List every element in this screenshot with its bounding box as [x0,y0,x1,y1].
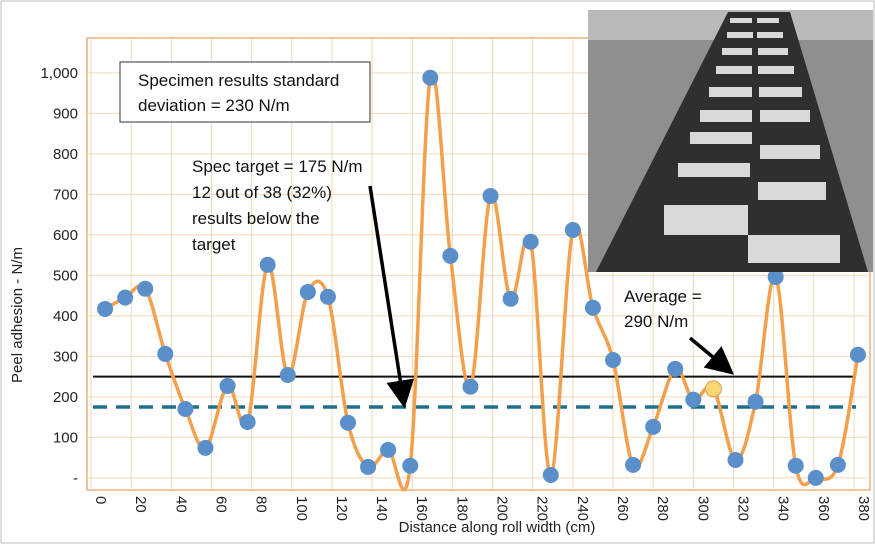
data-point [259,256,276,273]
data-point [564,221,581,238]
data-point [807,469,824,486]
y-tick-label: 800 [53,146,78,163]
y-tick-label: 200 [53,389,78,406]
data-point [157,345,174,362]
data-point [829,456,846,473]
x-tick-label: 380 [855,496,872,521]
x-tick-label: 220 [534,496,551,521]
x-tick-label: 300 [694,496,711,521]
x-tick-label: 80 [253,496,270,513]
x-tick-label: 360 [815,496,832,521]
y-tick-label: 600 [53,227,78,244]
x-tick-label: 100 [293,496,310,521]
x-tick-label: 340 [775,496,792,521]
data-point [787,457,804,474]
data-point [727,452,744,469]
data-point [685,391,702,408]
data-point [299,283,316,300]
x-tick-label: 280 [654,496,671,521]
y-axis-title: Peel adhesion - N/m [9,247,26,383]
data-point [442,247,459,264]
data-point [177,400,194,417]
annotation: results below the [192,209,320,228]
x-tick-label: 260 [614,496,631,521]
data-point [219,377,236,394]
data-point [482,187,499,204]
y-tick-label: 300 [53,348,78,365]
plot [97,69,866,492]
annotation: Specimen results standard [138,71,339,90]
annotation: 290 N/m [624,312,688,331]
data-point [584,299,601,316]
x-axis-title: Distance along roll width (cm) [399,519,596,536]
data-point [605,351,622,368]
data-point [625,456,642,473]
y-tick-label: 700 [53,186,78,203]
arrow [688,336,735,375]
data-point [380,441,397,458]
data-point [542,467,559,484]
data-point [645,418,662,435]
data-point [667,360,684,377]
y-tick-label: 100 [53,429,78,446]
data-point [360,458,377,475]
data-point [747,393,764,410]
data-point [239,413,256,430]
x-tick-label: 160 [413,496,430,521]
y-tick-label: 400 [53,308,78,325]
data-point [117,289,134,306]
data-point [462,378,479,395]
x-tick-label: 140 [373,496,390,521]
x-tick-label: 20 [132,496,149,513]
data-point [704,380,722,398]
y-tick-label: 1,000 [40,65,78,82]
x-tick-label: 60 [212,496,229,513]
data-point [197,439,214,456]
y-tick-label: 500 [53,267,78,284]
annotation: Average = [624,287,702,306]
data-point [319,288,336,305]
data-point [402,457,419,474]
annotation-box [119,61,371,123]
annotation: 12 out of 38 (32%) [192,183,332,202]
photo [588,10,873,272]
y-tick-label: 900 [53,105,78,122]
arrow [368,185,415,409]
x-tick-label: 0 [92,496,109,504]
annotation: Spec target = 175 N/m [192,157,363,176]
annotation: deviation = 230 N/m [138,96,290,115]
data-point [422,69,439,86]
x-tick-label: 200 [494,496,511,521]
x-tick-label: 180 [453,496,470,521]
data-point [849,346,866,363]
data-point [97,300,114,317]
x-tick-label: 240 [574,496,591,521]
data-point [279,366,296,383]
y-tick-label: - [73,470,78,487]
x-tick-label: 320 [734,496,751,521]
series-line [104,71,860,492]
annotation: target [192,235,236,254]
data-point [522,233,539,250]
data-point [340,414,356,431]
x-tick-label: 40 [172,496,189,513]
data-point [502,290,519,307]
data-point [767,268,784,285]
x-tick-label: 120 [333,496,350,521]
labels: - 100 200 300 400 500 600 700 800 900 1,000 0 20 40 60… [40,65,871,521]
data-point [137,280,154,297]
